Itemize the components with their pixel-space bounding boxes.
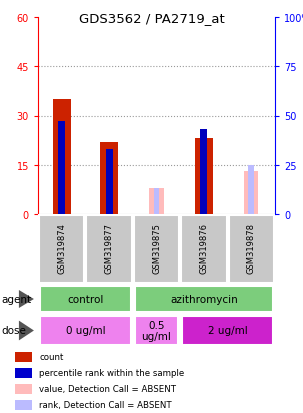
Text: 0 ug/ml: 0 ug/ml	[65, 326, 105, 336]
Bar	[86, 216, 132, 283]
Bar	[105, 150, 113, 214]
Text: GSM319874: GSM319874	[57, 223, 66, 273]
Bar	[100, 142, 118, 214]
Text: count: count	[39, 353, 64, 362]
Text: GSM319875: GSM319875	[152, 223, 161, 273]
Bar	[228, 216, 274, 283]
Bar	[40, 286, 131, 313]
Bar	[248, 165, 254, 214]
Text: GSM319877: GSM319877	[105, 223, 114, 273]
Text: GSM319876: GSM319876	[199, 223, 208, 273]
Bar	[135, 316, 178, 345]
Bar	[154, 189, 159, 214]
Bar	[15, 368, 32, 378]
Text: azithromycin: azithromycin	[170, 294, 238, 304]
Bar	[181, 216, 227, 283]
Bar	[15, 385, 32, 394]
Text: rank, Detection Call = ABSENT: rank, Detection Call = ABSENT	[39, 401, 172, 410]
Bar	[244, 172, 258, 214]
Bar	[200, 130, 208, 214]
Text: agent: agent	[2, 294, 32, 304]
Text: value, Detection Call = ABSENT: value, Detection Call = ABSENT	[39, 385, 176, 394]
Bar	[15, 401, 32, 410]
Text: GDS3562 / PA2719_at: GDS3562 / PA2719_at	[78, 12, 225, 24]
Bar	[149, 188, 164, 214]
Text: 0.5
ug/ml: 0.5 ug/ml	[142, 320, 171, 342]
Text: dose: dose	[2, 326, 26, 336]
Text: 2 ug/ml: 2 ug/ml	[208, 326, 248, 336]
Text: control: control	[67, 294, 104, 304]
Bar	[195, 139, 213, 214]
Text: GSM319878: GSM319878	[247, 223, 256, 273]
Polygon shape	[19, 290, 34, 308]
Polygon shape	[19, 321, 34, 341]
Bar	[15, 353, 32, 362]
Bar	[134, 216, 179, 283]
Bar	[182, 316, 273, 345]
Bar	[39, 216, 85, 283]
Bar	[53, 100, 71, 214]
Bar	[40, 316, 131, 345]
Bar	[58, 122, 65, 214]
Bar	[135, 286, 273, 313]
Text: percentile rank within the sample: percentile rank within the sample	[39, 369, 185, 377]
